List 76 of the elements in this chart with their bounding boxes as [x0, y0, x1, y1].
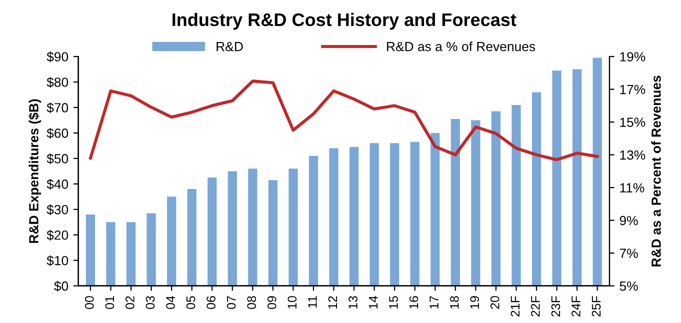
y2-tick-label: 15% — [620, 118, 646, 127]
bar — [370, 143, 379, 286]
y-tick-label: $10 — [46, 255, 68, 266]
bar — [572, 69, 582, 286]
bar — [86, 214, 96, 286]
x-tick-label: 08 — [247, 296, 256, 309]
y2-tick-label: 5% — [620, 281, 638, 291]
y2-tick-label: 11% — [620, 183, 644, 192]
x-tick-label: 03 — [146, 296, 155, 309]
x-tick-label: 05 — [186, 296, 196, 309]
y-tick-label: $40 — [46, 178, 68, 190]
x-tick-label: 02 — [126, 296, 134, 309]
y-tick-label: $50 — [46, 153, 68, 164]
x-tick-label: 25F — [592, 296, 601, 316]
x-tick-label: 09 — [267, 296, 276, 309]
y-tick-label: $80 — [46, 77, 68, 88]
bar — [288, 168, 298, 286]
bar — [308, 156, 318, 286]
bar — [146, 213, 156, 286]
bar — [410, 142, 420, 286]
bar — [106, 222, 116, 286]
x-tick-label: 01 — [105, 296, 114, 309]
x-tick-label: 13 — [348, 296, 358, 309]
x-tick-label: 12 — [328, 296, 337, 309]
x-tick-label: 24F — [572, 296, 580, 316]
bar — [491, 111, 501, 286]
y-tick-label: $60 — [46, 128, 68, 139]
x-tick-label: 10 — [288, 296, 297, 309]
x-tick-label: 16 — [409, 296, 418, 309]
bar — [450, 118, 460, 286]
x-tick-label: 21F — [510, 296, 520, 316]
bar — [167, 196, 176, 286]
legend-label: R&D as a % of Revenues — [387, 42, 536, 52]
bar — [532, 92, 542, 286]
bar — [268, 180, 278, 286]
y2-tick-label: 13% — [620, 150, 646, 160]
y2-tick-label: 9% — [620, 216, 638, 226]
bar — [187, 189, 196, 286]
bar — [592, 58, 602, 286]
legend-label: R&D — [216, 42, 243, 52]
y-tick-label: $30 — [46, 204, 68, 216]
y-axis-title: R&D Expenditures ($B) — [28, 99, 42, 243]
bar — [248, 168, 258, 286]
bar — [430, 132, 440, 286]
x-tick-label: 04 — [166, 296, 175, 309]
x-tick-label: 23F — [551, 296, 560, 316]
bar — [126, 222, 136, 286]
bar — [512, 104, 521, 286]
bar — [208, 178, 217, 286]
x-tick-label: 14 — [368, 296, 378, 309]
y-tick-label: $20 — [46, 230, 68, 241]
line-series — [88, 80, 599, 162]
y2-tick-label: 17% — [620, 84, 646, 94]
bar — [390, 143, 400, 286]
bar — [471, 120, 480, 286]
x-tick-label: 07 — [226, 296, 236, 309]
y-tick-label: $0 — [54, 280, 68, 292]
x-tick-label: 11 — [308, 296, 317, 308]
x-tick-label: 06 — [206, 296, 216, 309]
chart-title: Industry R&D Cost History and Forecast — [172, 12, 516, 30]
x-tick-label: 22F — [531, 296, 540, 316]
x-tick-label: 18 — [450, 296, 459, 309]
x-tick-label: 20 — [490, 296, 500, 309]
bar — [552, 70, 562, 286]
y2-tick-label: 7% — [620, 248, 638, 258]
y2-tick-label: 19% — [620, 52, 646, 62]
bar — [228, 171, 237, 286]
bar — [329, 148, 338, 286]
x-tick-label: 15 — [389, 296, 398, 309]
x-tick-label: 00 — [84, 296, 94, 309]
bar — [349, 146, 359, 286]
y-tick-label: $90 — [46, 52, 68, 62]
y2-axis-title: R&D as a Percent of Revenues — [651, 76, 661, 266]
x-tick-label: 19 — [470, 296, 480, 309]
x-tick-label: 17 — [430, 296, 438, 309]
y-tick-label: $70 — [46, 102, 68, 114]
